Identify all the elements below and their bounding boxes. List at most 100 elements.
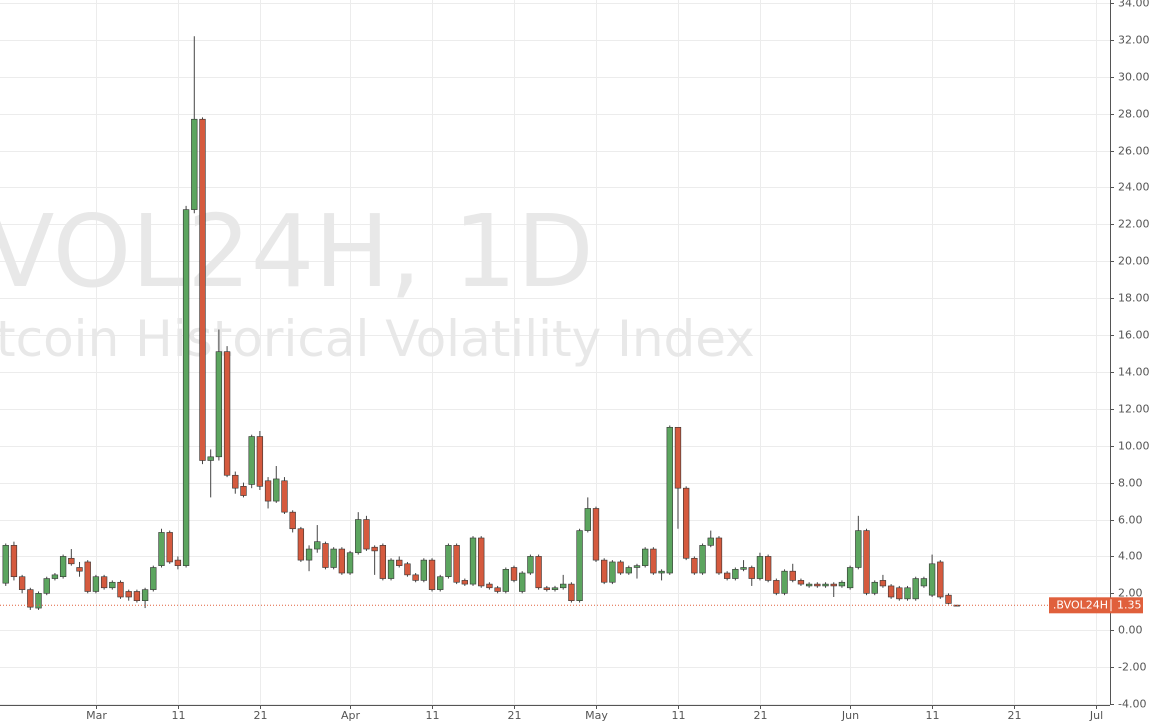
candle-body — [805, 583, 813, 587]
plot — [0, 36, 1110, 610]
y-tick-label: 28.00 — [1118, 108, 1150, 121]
candle-body — [617, 561, 624, 574]
candle — [420, 558, 428, 583]
candle — [609, 560, 616, 585]
candle-body — [896, 587, 903, 600]
candle — [412, 573, 419, 583]
candle-body — [412, 574, 419, 581]
candle — [732, 567, 739, 581]
candle — [240, 482, 247, 498]
candle-body — [371, 546, 378, 552]
candle-body — [51, 574, 59, 579]
candle — [68, 549, 75, 566]
candle-body — [43, 578, 50, 594]
candle — [166, 530, 173, 564]
candle — [617, 560, 624, 575]
candle-body — [535, 556, 542, 589]
watermark-symbol: VOL24H, 1D — [0, 193, 594, 310]
candle-body — [756, 556, 764, 579]
candle — [830, 582, 837, 598]
candle — [527, 554, 534, 575]
candle — [215, 329, 223, 461]
x-tick-label: 21 — [1008, 709, 1022, 722]
y-tick-label: -4.00 — [1118, 698, 1146, 711]
candle — [535, 554, 542, 590]
candle — [396, 556, 403, 568]
y-tick-label: 24.00 — [1118, 181, 1150, 194]
candle-body — [642, 548, 649, 566]
candle — [838, 580, 846, 588]
candle — [543, 585, 550, 592]
y-tick-label: 0.00 — [1118, 624, 1143, 637]
x-tick-label: 11 — [172, 709, 186, 722]
candle — [855, 515, 862, 570]
candle — [846, 565, 854, 590]
candle — [191, 36, 198, 214]
candle-body — [543, 587, 550, 590]
candle — [322, 541, 329, 570]
candle — [584, 497, 591, 533]
candle — [330, 547, 337, 570]
candle-body — [781, 570, 788, 594]
candle-body — [68, 557, 75, 565]
candle-body — [273, 478, 280, 502]
watermark-description: tcoin Historical Volatility Index — [0, 310, 755, 368]
candle-body — [527, 556, 534, 574]
candle — [658, 569, 665, 581]
candle-body — [35, 593, 42, 609]
candle — [502, 567, 509, 594]
candle-body — [928, 563, 936, 596]
candle — [748, 565, 755, 586]
x-tick-label: 11 — [426, 709, 440, 722]
y-tick-label: 10.00 — [1118, 440, 1150, 453]
candle — [199, 117, 206, 465]
candle-body — [945, 594, 952, 604]
candle — [182, 205, 190, 568]
candle-body — [650, 548, 657, 574]
candle-body — [887, 585, 895, 598]
candle — [764, 554, 772, 583]
candle — [723, 571, 731, 581]
candle-body — [428, 559, 436, 590]
candle-body — [879, 580, 887, 587]
y-tick-label: 2.00 — [1118, 587, 1143, 600]
candle — [2, 543, 9, 586]
candle-body — [182, 209, 190, 566]
candle-body — [666, 426, 673, 574]
candle — [109, 580, 116, 590]
candle — [174, 556, 182, 570]
candle — [650, 547, 657, 575]
candle-body — [76, 567, 83, 572]
candle-body — [601, 559, 608, 583]
candle-body — [437, 576, 444, 590]
candle — [10, 541, 18, 581]
last-price-tag — [1049, 597, 1143, 614]
x-tick-label: Jun — [841, 709, 859, 722]
candle-body — [937, 561, 944, 598]
candle-body — [740, 567, 747, 570]
candle — [937, 560, 944, 599]
candle — [43, 576, 50, 596]
candle-body — [461, 580, 468, 585]
candle-body — [584, 508, 591, 531]
candle — [338, 547, 346, 575]
candle-body — [84, 561, 91, 592]
candle — [150, 565, 157, 592]
candle-body — [100, 576, 108, 589]
candle — [715, 536, 723, 575]
y-tick-label: 16.00 — [1118, 329, 1150, 342]
candle-body — [117, 581, 124, 598]
x-tick-label: 11 — [672, 709, 686, 722]
candle — [682, 486, 690, 561]
candle — [601, 558, 608, 585]
candle — [445, 543, 452, 579]
candle-body — [256, 436, 264, 487]
candle-body — [297, 528, 305, 561]
candle-body — [764, 556, 772, 581]
last-price-label: 1.35 — [1117, 598, 1142, 611]
candle — [461, 578, 468, 586]
candle-body — [904, 587, 911, 600]
candle — [625, 565, 632, 575]
candle — [346, 550, 354, 575]
candle-body — [674, 426, 682, 489]
